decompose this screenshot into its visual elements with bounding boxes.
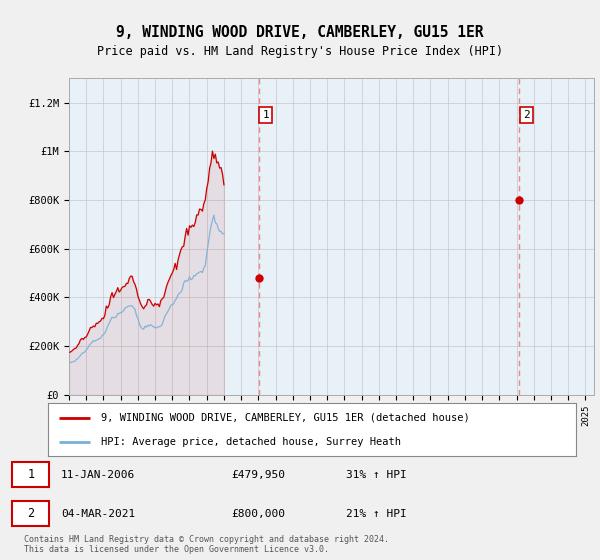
Text: 31% ↑ HPI: 31% ↑ HPI (346, 470, 407, 479)
Text: Contains HM Land Registry data © Crown copyright and database right 2024.
This d: Contains HM Land Registry data © Crown c… (24, 535, 389, 554)
Text: 1: 1 (262, 110, 269, 120)
Text: 11-JAN-2006: 11-JAN-2006 (61, 470, 135, 479)
Text: 1: 1 (27, 468, 34, 481)
Text: 2: 2 (523, 110, 530, 120)
Text: HPI: Average price, detached house, Surrey Heath: HPI: Average price, detached house, Surr… (101, 437, 401, 447)
FancyBboxPatch shape (12, 462, 49, 487)
Text: 04-MAR-2021: 04-MAR-2021 (61, 509, 135, 519)
Text: £479,950: £479,950 (231, 470, 285, 479)
Text: 21% ↑ HPI: 21% ↑ HPI (346, 509, 407, 519)
Text: Price paid vs. HM Land Registry's House Price Index (HPI): Price paid vs. HM Land Registry's House … (97, 45, 503, 58)
Text: 9, WINDING WOOD DRIVE, CAMBERLEY, GU15 1ER (detached house): 9, WINDING WOOD DRIVE, CAMBERLEY, GU15 1… (101, 413, 470, 423)
FancyBboxPatch shape (12, 501, 49, 526)
Text: 2: 2 (27, 507, 34, 520)
Text: 9, WINDING WOOD DRIVE, CAMBERLEY, GU15 1ER: 9, WINDING WOOD DRIVE, CAMBERLEY, GU15 1… (116, 25, 484, 40)
Text: £800,000: £800,000 (231, 509, 285, 519)
